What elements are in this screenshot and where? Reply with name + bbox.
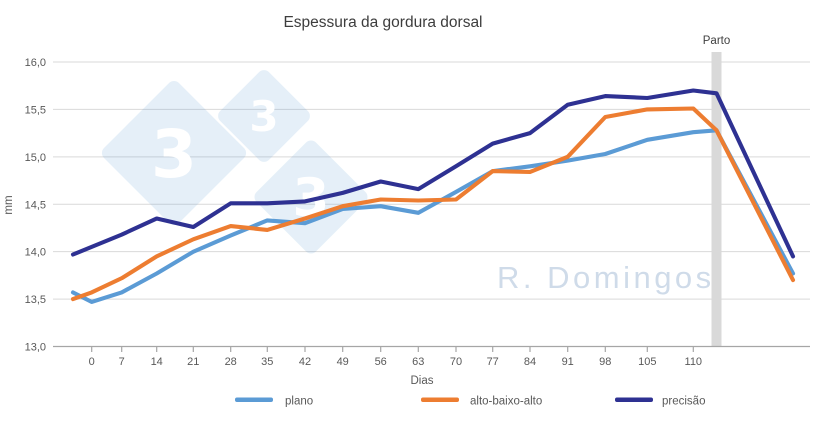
y-tick-label: 16,0 <box>25 57 46 69</box>
legend-swatch <box>235 397 273 402</box>
parto-annotation: Parto <box>703 35 731 347</box>
x-tick-label: 91 <box>562 356 574 368</box>
x-tick-label: 21 <box>187 356 199 368</box>
y-tick-label: 13,0 <box>25 342 46 354</box>
x-tick-label: 0 <box>89 356 95 368</box>
legend-label: plano <box>285 396 313 408</box>
line-plano[interactable] <box>70 128 796 304</box>
x-tick-label: 110 <box>685 356 703 368</box>
watermark-author: R. Domingos <box>497 260 715 295</box>
y-axis-title: mm <box>3 195 15 214</box>
parto-band <box>711 52 722 347</box>
y-tick-label: 15,0 <box>25 152 46 164</box>
x-tick-label: 56 <box>375 356 387 368</box>
x-tick-label: 49 <box>337 356 349 368</box>
legend-label: alto-baixo-alto <box>470 396 542 408</box>
logo-diamond <box>101 80 247 226</box>
line-precisao[interactable] <box>70 88 796 259</box>
line-alto-baixo-alto[interactable] <box>70 106 796 302</box>
x-tick-label: 105 <box>638 356 656 368</box>
legend-item-alto-baixo-alto[interactable]: alto-baixo-alto <box>421 396 542 408</box>
x-tick-label: 35 <box>261 356 273 368</box>
x-tick-label: 70 <box>450 356 462 368</box>
chart-title: Espessura da gordura dorsal <box>283 14 482 31</box>
legend-swatch <box>615 397 653 402</box>
legend-label: precisão <box>662 396 705 408</box>
x-tick-label: 63 <box>412 356 424 368</box>
x-tick-label: 28 <box>225 356 237 368</box>
parto-label: Parto <box>703 35 731 47</box>
x-axis-title: Dias <box>410 375 433 387</box>
logo-three: 3 <box>249 92 278 141</box>
legend-item-plano[interactable]: plano <box>235 396 313 408</box>
x-tick-label: 14 <box>151 356 163 368</box>
x-tick-label: 77 <box>487 356 499 368</box>
legend: plano alto-baixo-alto precisão <box>235 396 705 408</box>
watermark: 3 33 R. Domingos <box>101 70 715 295</box>
logo-diamond <box>218 70 310 162</box>
legend-swatch <box>421 397 459 402</box>
y-tick-label: 13,5 <box>25 294 46 306</box>
data-series <box>70 88 796 304</box>
x-tick-label: 98 <box>599 356 611 368</box>
y-tick-label: 14,5 <box>25 199 46 211</box>
axes: 13,0 13,5 14,0 14,5 15,0 15,5 16,0 0 7 14 21 28 35 42… <box>25 57 810 368</box>
x-tick-label: 42 <box>299 356 311 368</box>
legend-item-precisao[interactable]: precisão <box>615 396 705 408</box>
y-tick-label: 14,0 <box>25 247 46 259</box>
x-tick-label: 7 <box>119 356 125 368</box>
y-tick-label: 15,5 <box>25 104 46 116</box>
logo-three: 3 <box>151 116 197 193</box>
x-tick-label: 84 <box>524 356 536 368</box>
